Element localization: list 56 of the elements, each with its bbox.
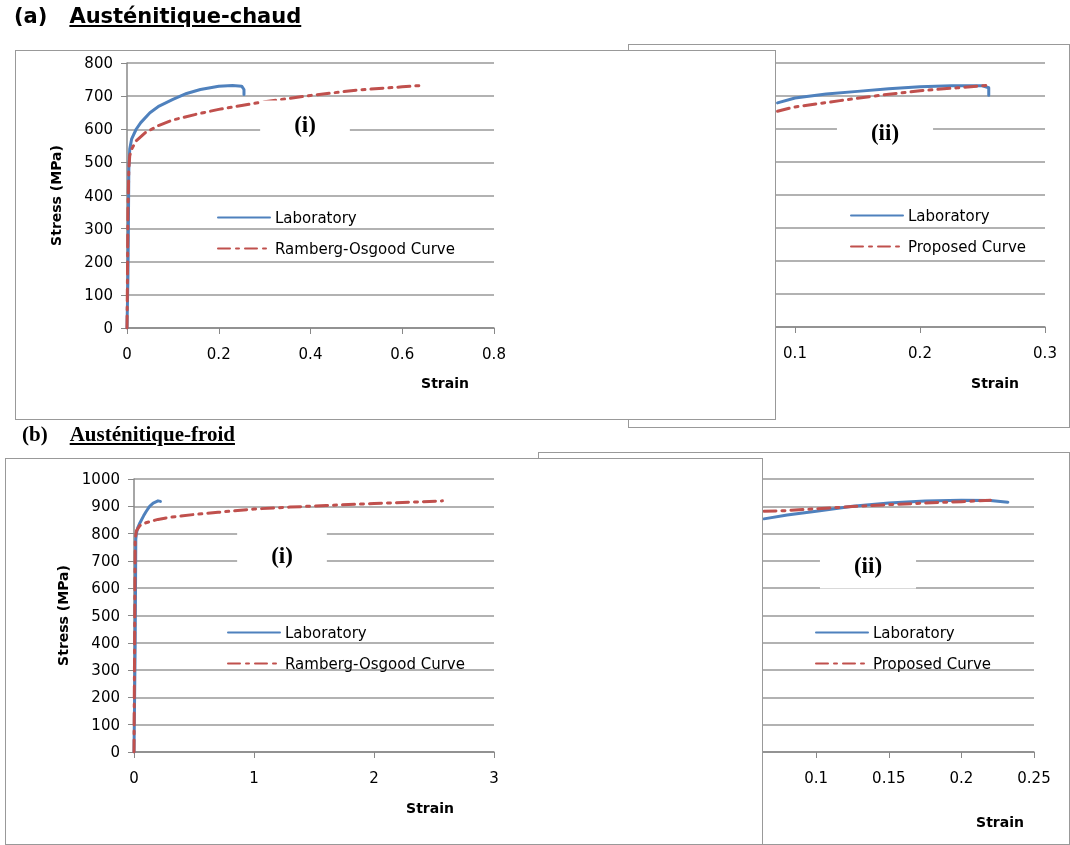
- y-tick-label: 500: [84, 153, 113, 172]
- y-axis-title: Stress (MPa): [48, 145, 64, 246]
- x-tick-label: 0.1: [783, 343, 807, 362]
- legend-label: Laboratory: [873, 623, 955, 642]
- x-tick-label: 1: [249, 768, 259, 787]
- x-tick-label: 0: [129, 768, 139, 787]
- x-axis-title: Strain: [971, 375, 1019, 391]
- y-tick-label: 900: [91, 497, 120, 516]
- y-tick-label: 800: [91, 524, 120, 543]
- legend-label: Laboratory: [285, 623, 367, 642]
- y-tick-label: 600: [84, 120, 113, 139]
- x-tick-label: 0.2: [949, 768, 974, 787]
- x-tick-label: 0.6: [390, 344, 415, 363]
- legend-label: Laboratory: [275, 208, 357, 227]
- chart-title: (a) Austénitique-chaud: [14, 4, 302, 28]
- y-tick-label: 800: [84, 54, 113, 72]
- annotation: (i): [271, 542, 293, 568]
- x-tick-label: 3: [489, 768, 499, 787]
- x-tick-label: 0.2: [206, 344, 231, 363]
- y-tick-label: 400: [91, 633, 120, 652]
- x-tick-label: 0.15: [872, 768, 906, 787]
- y-axis-title: Stress (MPa): [55, 565, 71, 666]
- x-axis-title: Strain: [421, 375, 469, 391]
- y-tick-label: 200: [84, 252, 113, 271]
- y-tick-label: 700: [91, 551, 120, 570]
- x-tick-label: 0.3: [1033, 343, 1057, 362]
- chart-title: (b) Austénitique-froid: [22, 422, 235, 446]
- y-tick-label: 700: [84, 87, 113, 106]
- x-tick-label: 0.1: [804, 768, 829, 787]
- legend-label: Ramberg-Osgood Curve: [275, 239, 455, 258]
- x-tick-label: 0.8: [482, 344, 506, 363]
- legend-label: Laboratory: [908, 206, 990, 225]
- y-tick-label: 0: [103, 319, 113, 337]
- x-tick-label: 0.4: [298, 344, 323, 363]
- legend-label: Proposed Curve: [908, 237, 1027, 256]
- x-tick-label: 2: [369, 768, 379, 787]
- x-tick-label: 0.25: [1017, 768, 1051, 787]
- y-tick-label: 600: [91, 579, 120, 598]
- legend-label: Proposed Curve: [873, 654, 992, 673]
- x-tick-label: 0: [122, 344, 132, 363]
- y-tick-label: 500: [91, 606, 120, 625]
- x-axis-title: Strain: [976, 814, 1024, 830]
- annotation: (ii): [853, 552, 883, 578]
- y-tick-label: 100: [91, 715, 120, 734]
- y-tick-label: 200: [91, 688, 120, 707]
- y-tick-label: 400: [84, 186, 113, 205]
- legend-label: Ramberg-Osgood Curve: [285, 654, 465, 673]
- y-tick-label: 1000: [81, 470, 120, 488]
- x-tick-label: 0.2: [908, 343, 932, 362]
- y-tick-label: 0: [110, 743, 120, 761]
- y-tick-label: 100: [84, 285, 113, 304]
- x-axis-title: Strain: [406, 800, 454, 816]
- y-tick-label: 300: [91, 661, 120, 680]
- annotation: (ii): [870, 119, 900, 145]
- y-tick-label: 300: [84, 219, 113, 238]
- annotation: (i): [294, 111, 316, 137]
